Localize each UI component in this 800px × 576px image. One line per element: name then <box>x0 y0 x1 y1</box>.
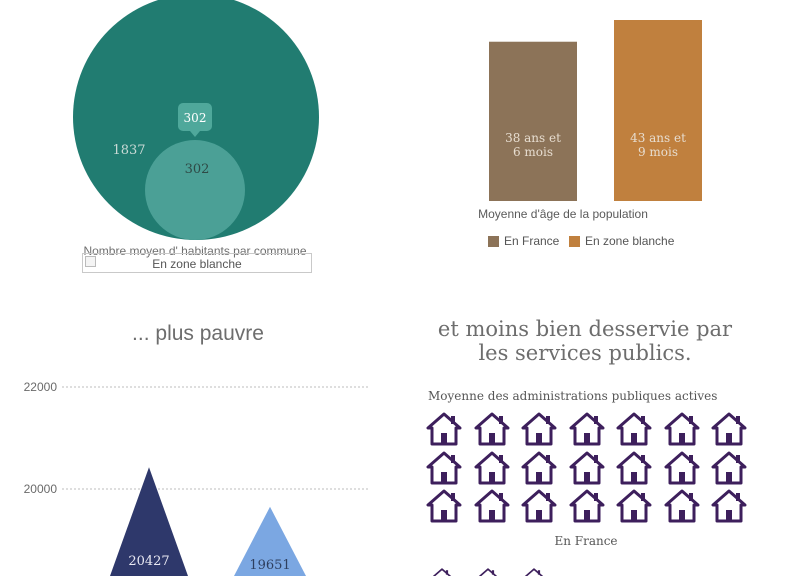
tooltip: 302 <box>178 103 212 137</box>
house-icon <box>521 451 557 485</box>
income-value-label: 20427 <box>128 554 169 569</box>
tooltip-value: 302 <box>184 111 207 125</box>
bubble-caption: Nombre moyen d' habitants par commune <box>83 244 307 258</box>
bubble-france-label: 1837 <box>112 143 145 158</box>
age-bar-chart: 38 ans et 6 mois 43 ans et 9 mois <box>489 20 702 201</box>
age-bar-zone-blanche[interactable] <box>614 20 702 201</box>
house-icon <box>616 451 652 485</box>
age-bar-label: 43 ans et 9 mois <box>630 131 686 159</box>
house-icon <box>616 412 652 446</box>
services-group-label: En France <box>554 534 618 548</box>
house-icon <box>478 568 498 576</box>
house-icon <box>426 412 462 446</box>
heading-services-line1: et moins bien desservie par <box>437 317 733 341</box>
broken-image-icon <box>85 256 96 267</box>
legend-label-en-france: En France <box>504 234 560 248</box>
house-icon <box>664 451 700 485</box>
income-triangle-en-france[interactable] <box>110 467 188 576</box>
y-tick-label: 22000 <box>24 380 58 394</box>
heading-plus-pauvre: ... plus pauvre <box>132 322 264 345</box>
age-chart-subtitle: Moyenne d'âge de la population <box>478 207 648 221</box>
legend-item-zone-blanche[interactable]: En zone blanche <box>569 234 674 248</box>
house-icon <box>426 451 462 485</box>
house-icon <box>432 568 452 576</box>
bubble-zone-blanche[interactable] <box>145 140 245 240</box>
house-icon <box>474 412 510 446</box>
income-triangle-chart: 20000 22000 20427 19651 <box>24 380 368 576</box>
legend-label-zone-blanche: En zone blanche <box>585 234 675 248</box>
heading-services-publics: et moins bien desservie par les services… <box>432 317 738 365</box>
house-icon <box>664 489 700 523</box>
income-triangle-zone-blanche[interactable] <box>234 506 306 576</box>
house-icon <box>711 489 747 523</box>
house-icon <box>569 412 605 446</box>
age-bar-en-france[interactable] <box>489 41 577 201</box>
legend-image-alt: En zone blanche <box>152 257 242 271</box>
house-pictograph-next-row <box>432 568 544 576</box>
house-icon <box>664 412 700 446</box>
legend-image: En zone blanche <box>82 253 312 273</box>
house-icon <box>426 489 462 523</box>
house-icon <box>569 451 605 485</box>
y-tick-label: 20000 <box>24 482 58 496</box>
house-icon <box>569 489 605 523</box>
legend-swatch-en-france <box>488 235 499 247</box>
house-icon <box>521 489 557 523</box>
legend-item-en-france[interactable]: En France <box>488 234 559 248</box>
bubble-chart: 1837 302 302 <box>73 0 319 240</box>
house-icon <box>521 412 557 446</box>
house-icon <box>474 451 510 485</box>
house-icon <box>524 568 544 576</box>
bubble-zone-label: 302 <box>185 162 210 177</box>
services-caption: Moyenne des administrations publiques ac… <box>428 389 718 403</box>
heading-services-line2: les services publics. <box>478 341 692 365</box>
house-pictograph <box>426 412 756 528</box>
house-icon <box>711 451 747 485</box>
legend-swatch-zone-blanche <box>569 235 580 247</box>
age-bar-label: 38 ans et 6 mois <box>505 131 561 159</box>
income-value-label: 19651 <box>249 558 290 573</box>
house-icon <box>474 489 510 523</box>
house-icon <box>616 489 652 523</box>
house-icon <box>711 412 747 446</box>
